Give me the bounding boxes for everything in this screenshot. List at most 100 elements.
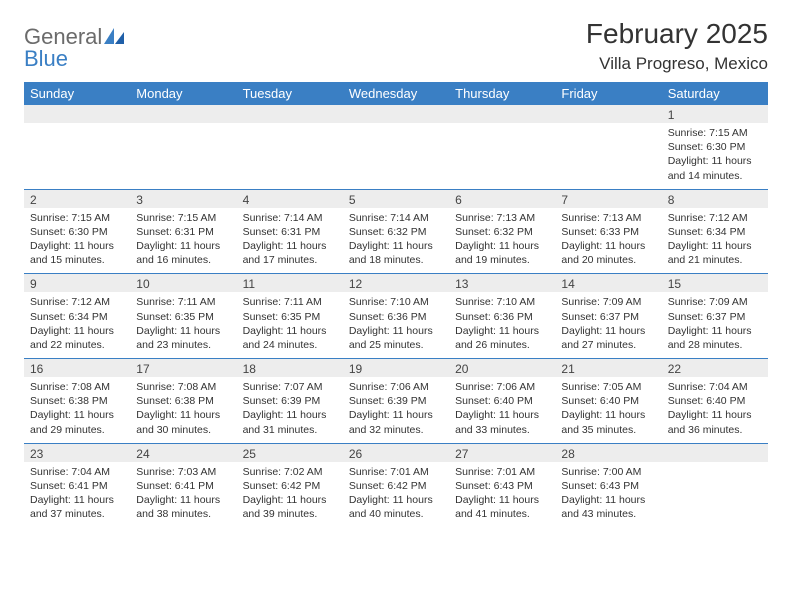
month-title: February 2025 [586, 18, 768, 50]
sunrise-text: Sunrise: 7:05 AM [561, 380, 655, 394]
calendar-day-cell: 13Sunrise: 7:10 AMSunset: 6:36 PMDayligh… [449, 274, 555, 359]
calendar-day-cell: 6Sunrise: 7:13 AMSunset: 6:32 PMDaylight… [449, 189, 555, 274]
daylight-text: Daylight: 11 hours and 30 minutes. [136, 408, 230, 436]
day-body: Sunrise: 7:07 AMSunset: 6:39 PMDaylight:… [237, 377, 343, 443]
daylight-text: Daylight: 11 hours and 38 minutes. [136, 493, 230, 521]
sunset-text: Sunset: 6:34 PM [668, 225, 762, 239]
calendar-day-cell: 18Sunrise: 7:07 AMSunset: 6:39 PMDayligh… [237, 359, 343, 444]
day-body: Sunrise: 7:11 AMSunset: 6:35 PMDaylight:… [130, 292, 236, 358]
day-number: 11 [237, 274, 343, 292]
day-body: Sunrise: 7:08 AMSunset: 6:38 PMDaylight:… [24, 377, 130, 443]
daylight-text: Daylight: 11 hours and 16 minutes. [136, 239, 230, 267]
day-body: Sunrise: 7:15 AMSunset: 6:31 PMDaylight:… [130, 208, 236, 274]
calendar-day-cell: 1Sunrise: 7:15 AMSunset: 6:30 PMDaylight… [662, 105, 768, 189]
sunset-text: Sunset: 6:40 PM [455, 394, 549, 408]
day-number: 22 [662, 359, 768, 377]
day-body: Sunrise: 7:13 AMSunset: 6:33 PMDaylight:… [555, 208, 661, 274]
calendar-week-row: 1Sunrise: 7:15 AMSunset: 6:30 PMDaylight… [24, 105, 768, 189]
day-number: 27 [449, 444, 555, 462]
day-number: 16 [24, 359, 130, 377]
sunrise-text: Sunrise: 7:11 AM [136, 295, 230, 309]
day-number: 15 [662, 274, 768, 292]
calendar-day-cell: 26Sunrise: 7:01 AMSunset: 6:42 PMDayligh… [343, 443, 449, 527]
calendar-day-cell: 23Sunrise: 7:04 AMSunset: 6:41 PMDayligh… [24, 443, 130, 527]
calendar-day-cell: 4Sunrise: 7:14 AMSunset: 6:31 PMDaylight… [237, 189, 343, 274]
weekday-header: Monday [130, 82, 236, 105]
day-body: Sunrise: 7:02 AMSunset: 6:42 PMDaylight:… [237, 462, 343, 528]
calendar-day-cell [237, 105, 343, 189]
day-number: 21 [555, 359, 661, 377]
calendar-day-cell: 3Sunrise: 7:15 AMSunset: 6:31 PMDaylight… [130, 189, 236, 274]
day-number: 6 [449, 190, 555, 208]
sail-icon [104, 28, 126, 46]
day-body: Sunrise: 7:10 AMSunset: 6:36 PMDaylight:… [343, 292, 449, 358]
daylight-text: Daylight: 11 hours and 29 minutes. [30, 408, 124, 436]
calendar-day-cell: 19Sunrise: 7:06 AMSunset: 6:39 PMDayligh… [343, 359, 449, 444]
weekday-header-row: Sunday Monday Tuesday Wednesday Thursday… [24, 82, 768, 105]
calendar-day-cell: 14Sunrise: 7:09 AMSunset: 6:37 PMDayligh… [555, 274, 661, 359]
sunrise-text: Sunrise: 7:11 AM [243, 295, 337, 309]
day-number: 4 [237, 190, 343, 208]
sunrise-text: Sunrise: 7:15 AM [136, 211, 230, 225]
calendar-day-cell: 9Sunrise: 7:12 AMSunset: 6:34 PMDaylight… [24, 274, 130, 359]
calendar-day-cell: 24Sunrise: 7:03 AMSunset: 6:41 PMDayligh… [130, 443, 236, 527]
sunset-text: Sunset: 6:30 PM [30, 225, 124, 239]
calendar-day-cell: 17Sunrise: 7:08 AMSunset: 6:38 PMDayligh… [130, 359, 236, 444]
daylight-text: Daylight: 11 hours and 43 minutes. [561, 493, 655, 521]
sunrise-text: Sunrise: 7:04 AM [668, 380, 762, 394]
calendar-week-row: 9Sunrise: 7:12 AMSunset: 6:34 PMDaylight… [24, 274, 768, 359]
day-body: Sunrise: 7:05 AMSunset: 6:40 PMDaylight:… [555, 377, 661, 443]
calendar-day-cell: 22Sunrise: 7:04 AMSunset: 6:40 PMDayligh… [662, 359, 768, 444]
daylight-text: Daylight: 11 hours and 14 minutes. [668, 154, 762, 182]
daylight-text: Daylight: 11 hours and 32 minutes. [349, 408, 443, 436]
calendar-day-cell: 27Sunrise: 7:01 AMSunset: 6:43 PMDayligh… [449, 443, 555, 527]
day-number [24, 105, 130, 123]
sunset-text: Sunset: 6:43 PM [455, 479, 549, 493]
sunset-text: Sunset: 6:31 PM [243, 225, 337, 239]
day-number: 24 [130, 444, 236, 462]
day-body: Sunrise: 7:01 AMSunset: 6:42 PMDaylight:… [343, 462, 449, 528]
calendar-day-cell: 10Sunrise: 7:11 AMSunset: 6:35 PMDayligh… [130, 274, 236, 359]
day-body: Sunrise: 7:15 AMSunset: 6:30 PMDaylight:… [662, 123, 768, 189]
calendar-table: Sunday Monday Tuesday Wednesday Thursday… [24, 82, 768, 527]
sunset-text: Sunset: 6:37 PM [668, 310, 762, 324]
day-number: 1 [662, 105, 768, 123]
calendar-week-row: 2Sunrise: 7:15 AMSunset: 6:30 PMDaylight… [24, 189, 768, 274]
sunrise-text: Sunrise: 7:13 AM [455, 211, 549, 225]
sunrise-text: Sunrise: 7:01 AM [455, 465, 549, 479]
sunset-text: Sunset: 6:38 PM [136, 394, 230, 408]
sunrise-text: Sunrise: 7:12 AM [668, 211, 762, 225]
sunrise-text: Sunrise: 7:10 AM [455, 295, 549, 309]
header: General February 2025 Villa Progreso, Me… [24, 18, 768, 74]
daylight-text: Daylight: 11 hours and 18 minutes. [349, 239, 443, 267]
daylight-text: Daylight: 11 hours and 19 minutes. [455, 239, 549, 267]
calendar-day-cell: 15Sunrise: 7:09 AMSunset: 6:37 PMDayligh… [662, 274, 768, 359]
sunrise-text: Sunrise: 7:15 AM [668, 126, 762, 140]
calendar-day-cell: 28Sunrise: 7:00 AMSunset: 6:43 PMDayligh… [555, 443, 661, 527]
day-number: 9 [24, 274, 130, 292]
sunset-text: Sunset: 6:35 PM [136, 310, 230, 324]
day-body: Sunrise: 7:01 AMSunset: 6:43 PMDaylight:… [449, 462, 555, 528]
sunrise-text: Sunrise: 7:14 AM [349, 211, 443, 225]
day-body [130, 123, 236, 179]
sunset-text: Sunset: 6:33 PM [561, 225, 655, 239]
calendar-day-cell: 2Sunrise: 7:15 AMSunset: 6:30 PMDaylight… [24, 189, 130, 274]
calendar-week-row: 16Sunrise: 7:08 AMSunset: 6:38 PMDayligh… [24, 359, 768, 444]
sunset-text: Sunset: 6:32 PM [349, 225, 443, 239]
day-number [662, 444, 768, 462]
day-body [24, 123, 130, 179]
day-body: Sunrise: 7:04 AMSunset: 6:41 PMDaylight:… [24, 462, 130, 528]
calendar-day-cell: 5Sunrise: 7:14 AMSunset: 6:32 PMDaylight… [343, 189, 449, 274]
day-body [555, 123, 661, 179]
daylight-text: Daylight: 11 hours and 39 minutes. [243, 493, 337, 521]
sunrise-text: Sunrise: 7:07 AM [243, 380, 337, 394]
daylight-text: Daylight: 11 hours and 28 minutes. [668, 324, 762, 352]
weekday-header: Friday [555, 82, 661, 105]
day-number [449, 105, 555, 123]
day-body: Sunrise: 7:06 AMSunset: 6:39 PMDaylight:… [343, 377, 449, 443]
day-number [343, 105, 449, 123]
sunset-text: Sunset: 6:43 PM [561, 479, 655, 493]
daylight-text: Daylight: 11 hours and 31 minutes. [243, 408, 337, 436]
sunset-text: Sunset: 6:39 PM [349, 394, 443, 408]
sunrise-text: Sunrise: 7:08 AM [136, 380, 230, 394]
